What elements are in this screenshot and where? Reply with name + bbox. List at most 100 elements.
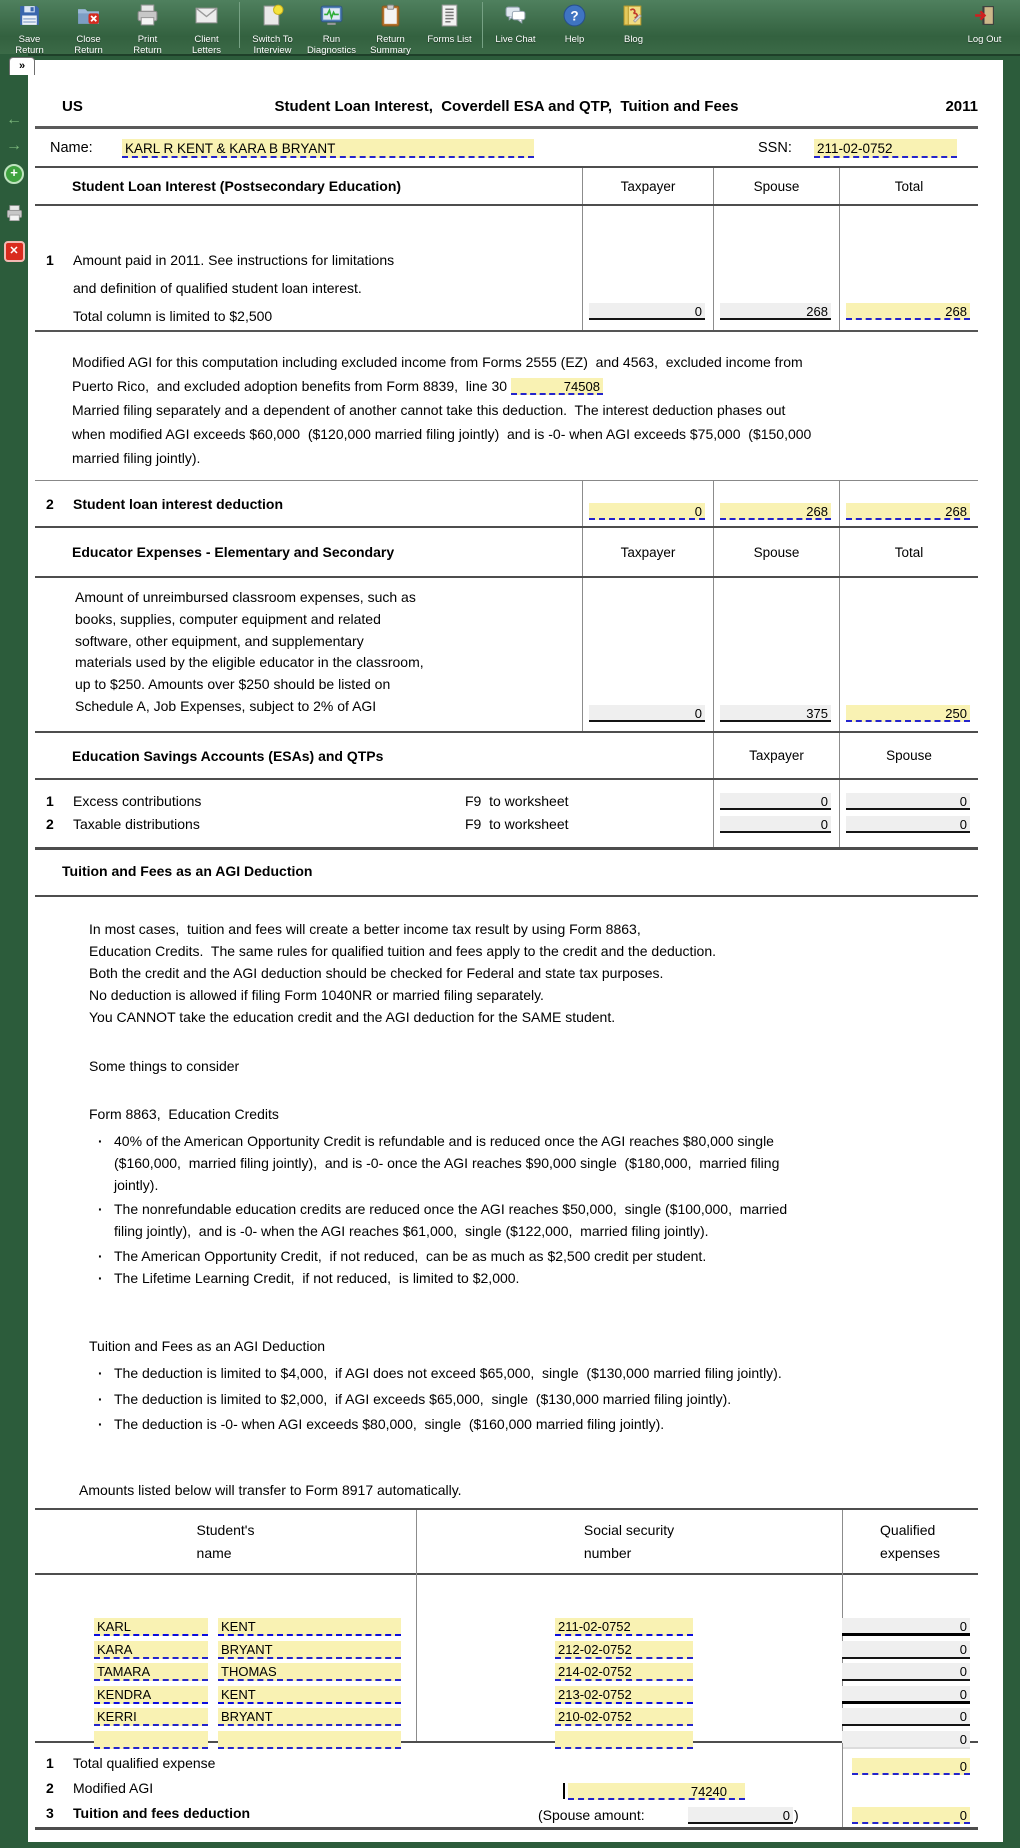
student-last-name-field[interactable]: BRYANT [218, 1640, 401, 1659]
student-first-name-field[interactable]: KERRI [94, 1708, 208, 1726]
switch-to-interview-button[interactable]: Switch To Interview [243, 0, 302, 56]
deduction-heading: Tuition and Fees as an AGI Deduction [89, 1338, 326, 1354]
col-student-name: Student's name [196, 1521, 255, 1561]
print-return-button[interactable]: Print Return [118, 0, 177, 56]
line-number: 1 [46, 1755, 54, 1771]
diagnostics-monitor-icon [319, 3, 344, 33]
save-icon [17, 3, 42, 33]
taxpayer-name-field[interactable]: KARL R KENT & KARA B BRYANT [122, 139, 534, 158]
print-return-label: Print Return [133, 34, 162, 56]
student-expenses-field: 0 [842, 1685, 970, 1704]
total-qualified-expense-field[interactable]: 0 [852, 1758, 970, 1775]
arrow-left-icon: ← [6, 111, 22, 128]
delete-form-button[interactable]: ✕ [3, 240, 25, 262]
return-summary-button[interactable]: Return Summary [361, 0, 420, 56]
student-last-name-field[interactable]: KENT [218, 1618, 401, 1636]
line2-spouse-field[interactable]: 268 [720, 503, 831, 520]
esa-header: Education Savings Accounts (ESAs) and QT… [35, 733, 978, 780]
help-button[interactable]: ? Help [545, 0, 604, 45]
return-summary-label: Return Summary [370, 34, 411, 56]
ssn-field[interactable]: 211-02-0752 [814, 139, 957, 158]
student-row: 0 [35, 1730, 978, 1754]
students-table-head: Student's name Social security number Qu… [35, 1510, 978, 1575]
name-label: Name: [50, 140, 93, 156]
col-total: Total [839, 528, 978, 576]
esa-row2-hint: F9 to worksheet [465, 816, 569, 832]
line2-taxpayer-field[interactable]: 0 [589, 503, 705, 520]
col-spouse: Spouse [713, 168, 839, 204]
student-last-name-field[interactable]: BRYANT [218, 1708, 401, 1726]
total-expense-row: 1 Total qualified expense 0 [35, 1755, 978, 1777]
close-return-button[interactable]: Close Return [59, 0, 118, 56]
educator-total-field[interactable]: 250 [846, 705, 970, 722]
student-last-name-field[interactable]: THOMAS [218, 1663, 401, 1681]
student-expenses-field: 0 [842, 1663, 970, 1681]
student-first-name-field[interactable]: KENDRA [94, 1685, 208, 1704]
agi-note: Modified AGI for this computation includ… [35, 332, 978, 480]
modified-agi-field[interactable]: 74508 [510, 378, 603, 395]
save-return-button[interactable]: Save Return [0, 0, 59, 56]
bullet-item: 40% of the American Opportunity Credit i… [89, 1130, 794, 1196]
line1-total-field[interactable]: 268 [846, 303, 970, 320]
intro-line: Both the credit and the AGI deduction sh… [89, 965, 664, 981]
student-row: KERRI BRYANT 210-02-0752 0 [35, 1708, 978, 1731]
line-number: 2 [46, 1780, 54, 1796]
tuition-totals: 1 Total qualified expense 0 2 Modified AGI… [35, 1743, 978, 1830]
name-ssn-row: Name: KARL R KENT & KARA B BRYANT SSN: 2… [35, 136, 978, 162]
students-table: Student's name Social security number Qu… [35, 1508, 978, 1749]
esa-row2-label: Taxable distributions [73, 816, 200, 832]
tuition-section-title: Tuition and Fees as an AGI Deduction [62, 863, 313, 879]
student-first-name-field[interactable]: KARA [94, 1640, 208, 1659]
save-return-label: Save Return [15, 34, 44, 56]
line-number: 2 [46, 495, 54, 512]
column-divider [416, 1510, 417, 1741]
student-ssn-field[interactable]: 213-02-0752 [555, 1685, 693, 1704]
student-ssn-field[interactable]: 210-02-0752 [555, 1708, 693, 1726]
col-taxpayer: Taxpayer [713, 733, 839, 778]
line-number: 1 [46, 793, 54, 809]
client-letters-button[interactable]: Client Letters [177, 0, 236, 56]
svg-text:?: ? [570, 9, 578, 24]
student-row: TAMARA THOMAS 214-02-0752 0 [35, 1663, 978, 1686]
student-expenses-field: 0 [842, 1618, 970, 1636]
switch-to-interview-label: Switch To Interview [252, 34, 293, 56]
expand-panel-tab[interactable]: » [9, 57, 35, 75]
nav-back-button[interactable]: ← [3, 109, 25, 131]
esa-row1-label: Excess contributions [73, 793, 202, 809]
line2-total-field[interactable]: 268 [846, 503, 970, 520]
student-first-name-field[interactable] [94, 1730, 208, 1749]
toolbar-separator [239, 2, 240, 48]
col-taxpayer: Taxpayer [582, 168, 713, 204]
modified-agi-total-field[interactable]: 74240 [568, 1783, 745, 1800]
esa-row2-spouse-field: 0 [846, 816, 970, 833]
page-title: Student Loan Interest, Coverdell ESA and… [274, 98, 739, 115]
blog-button[interactable]: Blog [604, 0, 663, 45]
student-ssn-field[interactable]: 211-02-0752 [555, 1618, 693, 1636]
arrow-right-icon: → [6, 137, 22, 154]
live-chat-button[interactable]: Live Chat [486, 0, 545, 45]
student-expenses-field: 0 [842, 1640, 970, 1659]
spouse-amount-suffix: ) [794, 1807, 799, 1823]
student-last-name-field[interactable]: KENT [218, 1685, 401, 1704]
run-diagnostics-button[interactable]: Run Diagnostics [302, 0, 361, 56]
print-page-button[interactable] [3, 205, 25, 227]
text-caret [563, 1783, 565, 1799]
student-ssn-field[interactable]: 214-02-0752 [555, 1663, 693, 1681]
educator-section-title: Educator Expenses - Elementary and Secon… [72, 544, 395, 560]
printer-icon [5, 204, 24, 228]
student-ssn-field[interactable] [555, 1730, 693, 1749]
student-ssn-field[interactable]: 212-02-0752 [555, 1640, 693, 1659]
student-last-name-field[interactable] [218, 1730, 401, 1749]
add-form-button[interactable]: + [3, 163, 25, 185]
tax-form-page: US Student Loan Interest, Coverdell ESA … [28, 60, 1003, 1842]
blog-label: Blog [623, 34, 643, 45]
log-out-button[interactable]: Log Out [955, 0, 1014, 45]
student-first-name-field[interactable]: KARL [94, 1618, 208, 1636]
esa-body: 1 Excess contributions F9 to worksheet 2 T… [35, 780, 978, 850]
student-first-name-field[interactable]: TAMARA [94, 1663, 208, 1681]
forms-list-button[interactable]: Forms List [420, 0, 479, 45]
deduction-label: Tuition and fees deduction [73, 1805, 251, 1821]
tuition-deduction-field[interactable]: 0 [852, 1807, 970, 1824]
nav-forward-button[interactable]: → [3, 135, 25, 157]
close-return-label: Close Return [74, 34, 103, 56]
